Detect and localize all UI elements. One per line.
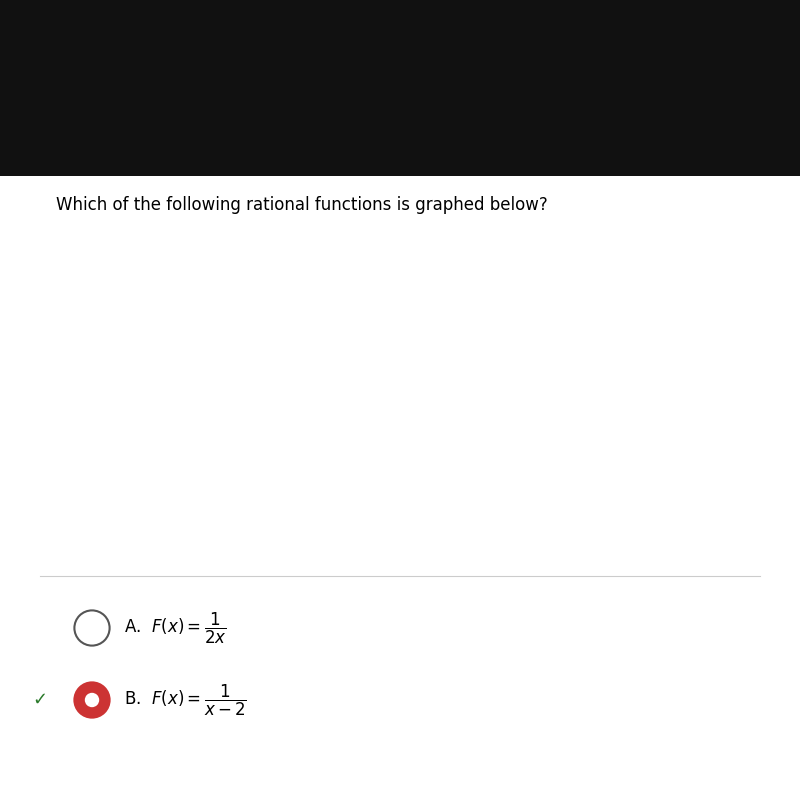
Text: x: x	[667, 372, 674, 386]
Text: ✓: ✓	[32, 691, 47, 709]
Bar	[120, 224, 680, 560]
Text: B.  $F(x) = \dfrac{1}{x-2}$: B. $F(x) = \dfrac{1}{x-2}$	[124, 682, 247, 718]
Text: y: y	[409, 227, 416, 241]
Text: A.  $F(x) = \dfrac{1}{2x}$: A. $F(x) = \dfrac{1}{2x}$	[124, 610, 226, 646]
Text: Which of the following rational functions is graphed below?: Which of the following rational function…	[56, 196, 548, 214]
